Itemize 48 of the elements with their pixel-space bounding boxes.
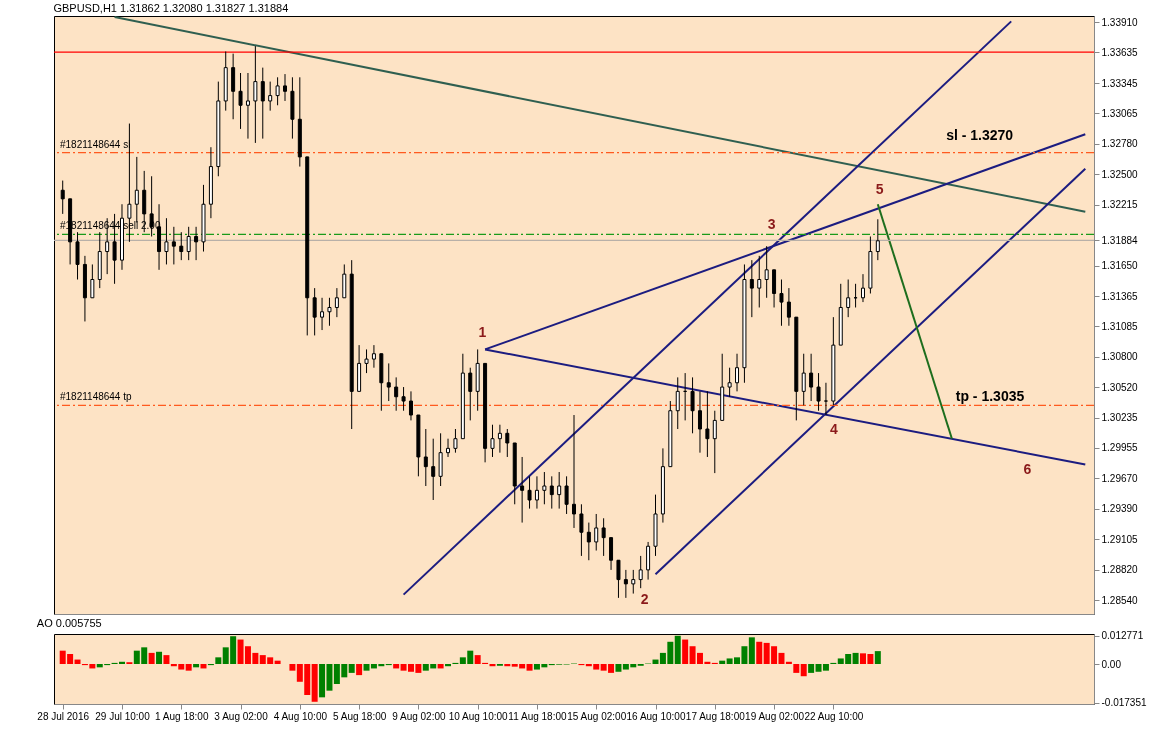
y-tick-label: 1.29955 [1101,442,1139,454]
chart-title: AO 0.005755 [36,616,102,629]
y-tick-label: 0.012771 [1101,630,1144,642]
x-tick-label: 3 Aug 02:00 [214,710,269,722]
x-tick-label: 16 Aug 10:00 [626,710,686,722]
x-tick-label: 9 Aug 02:00 [392,710,447,722]
annotation: 4 [830,421,839,438]
chart-title: GBPUSD,H1 1.31862 1.32080 1.31827 1.31884 [53,2,289,14]
annotation: tp - 1.3035 [955,387,1025,404]
y-tick-label: 1.31650 [1101,260,1139,272]
y-tick-label: 0.00 [1101,658,1122,670]
y-tick-label: 1.29670 [1101,472,1139,484]
y-tick-label: 1.32215 [1101,199,1139,211]
annotation: 2 [640,590,649,607]
x-tick-label: 4 Aug 10:00 [273,710,328,722]
annotation: 5 [875,181,884,198]
annotation: 1 [478,323,487,340]
x-tick-label: 28 Jul 2016 [37,710,90,722]
x-tick-label: 29 Jul 10:00 [95,710,151,722]
y-tick-label: 1.31365 [1101,290,1139,302]
annotation: sl - 1.3270 [946,126,1014,143]
y-tick-label: 1.29105 [1101,533,1139,545]
x-tick-label: 19 Aug 02:00 [745,710,805,722]
y-tick-label: 1.32780 [1101,138,1139,150]
y-tick-label: 1.32500 [1101,168,1139,180]
annotation: 3 [767,215,776,232]
x-tick-label: 1 Aug 18:00 [155,710,209,722]
annotation: 6 [1023,460,1032,477]
y-tick-label: 1.33910 [1101,16,1139,28]
y-tick-label: 1.30235 [1101,412,1139,424]
y-tick-label: 1.28540 [1101,594,1139,606]
x-tick-label: 22 Aug 10:00 [804,710,864,722]
y-tick-label: 1.33635 [1101,46,1139,58]
x-tick-label: 11 Aug 18:00 [508,710,567,722]
ref-line-label: #1821148644 tp [60,391,132,403]
y-tick-label: 1.28820 [1101,564,1139,576]
y-tick-label: 1.31884 [1101,234,1139,246]
x-tick-label: 15 Aug 02:00 [567,710,627,722]
y-tick-label: 1.33345 [1101,77,1139,89]
y-tick-label: 1.33065 [1101,107,1139,119]
x-tick-label: 17 Aug 18:00 [685,710,746,722]
x-tick-label: 5 Aug 18:00 [332,710,387,722]
x-tick-label: 10 Aug 10:00 [448,710,509,722]
y-tick-label: 1.30520 [1101,381,1139,393]
y-tick-label: 1.30800 [1101,351,1139,363]
y-tick-label: 1.31085 [1101,320,1139,332]
y-tick-label: -0.017351 [1101,697,1147,709]
y-tick-label: 1.29390 [1101,503,1139,515]
